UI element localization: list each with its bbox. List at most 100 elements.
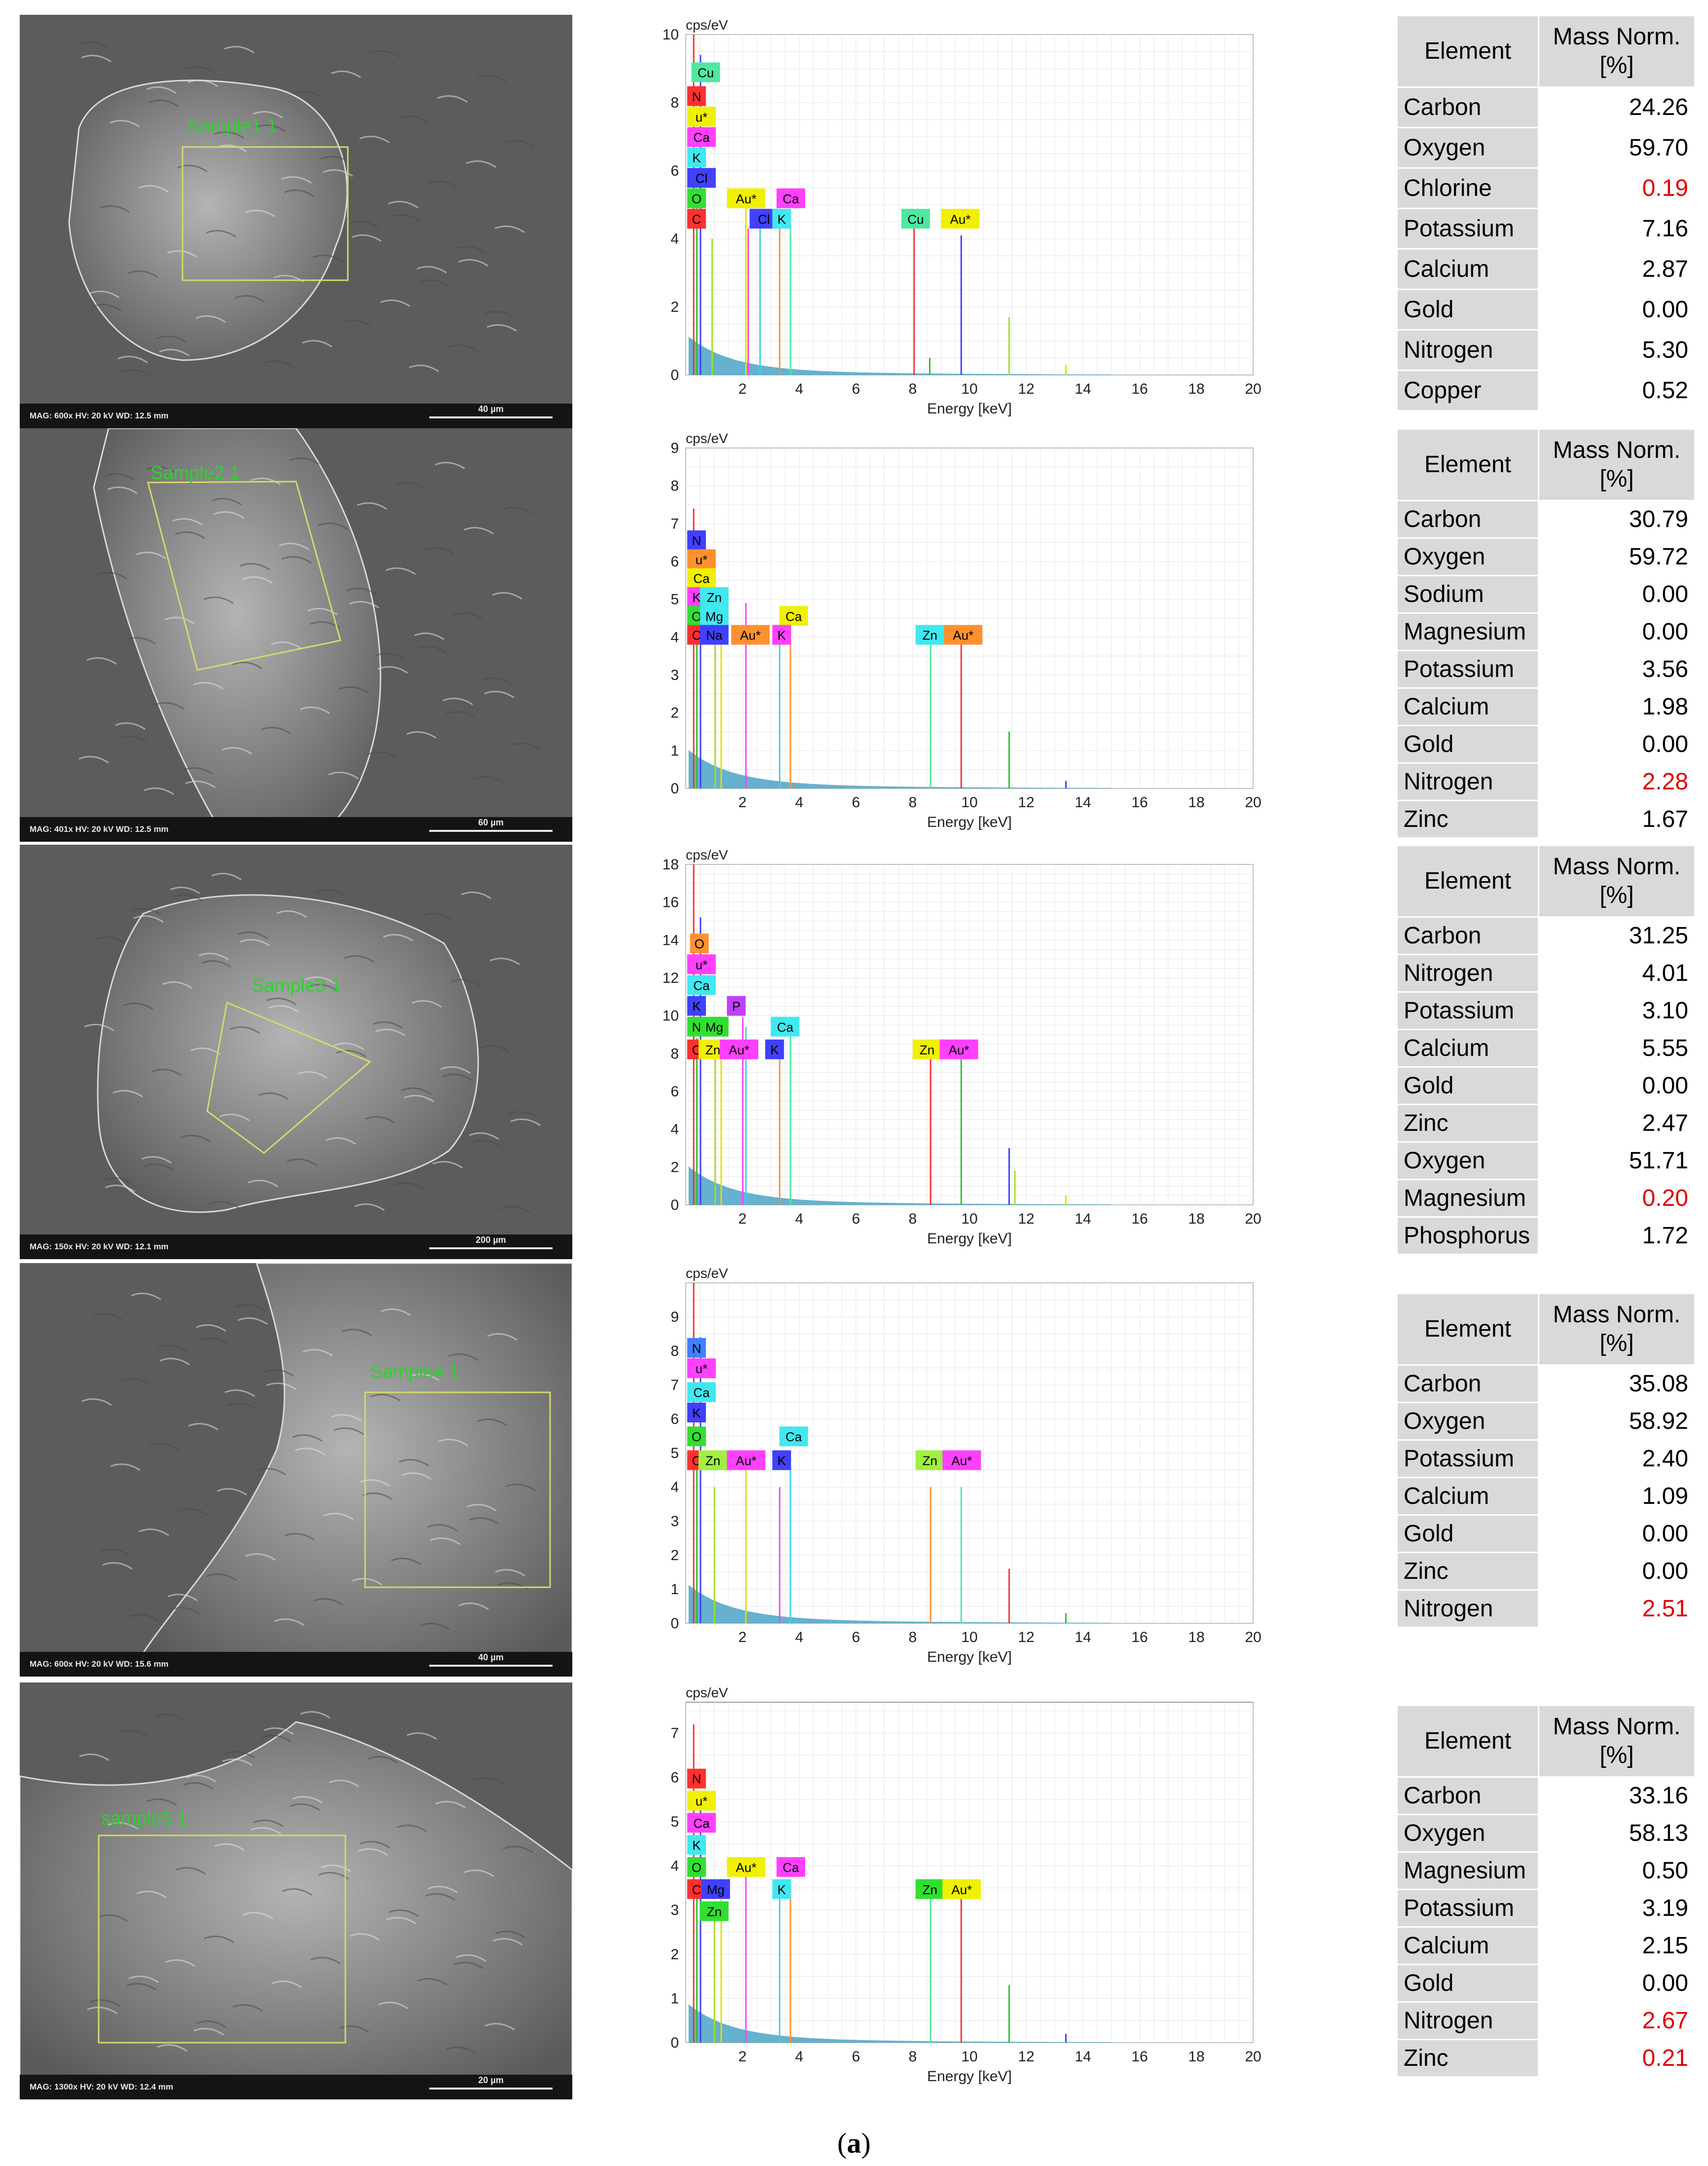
mass-value: 59.70: [1538, 127, 1696, 169]
sem-texture: [20, 428, 572, 842]
sem-micrograph: Sample2 1 MAG: 401x HV: 20 kV WD: 12.5 mm…: [20, 428, 572, 842]
mass-value: 2.47: [1538, 1104, 1696, 1143]
element-label: K: [770, 1043, 779, 1057]
header-mass-line2: [%]: [1599, 882, 1634, 908]
element-label-box: [687, 168, 716, 188]
element-name: Nitrogen: [1396, 954, 1539, 993]
element-label: K: [692, 590, 701, 605]
scale-bar-label: 60 µm: [478, 818, 504, 827]
element-label: K: [692, 150, 701, 165]
element-label: u*: [696, 1794, 708, 1809]
sem-micrograph: sample5 1 MAG: 1300x HV: 20 kV WD: 12.4 m…: [20, 1682, 572, 2099]
y-tick-label: 16: [663, 895, 679, 911]
element-name: Sodium: [1396, 575, 1539, 614]
element-label: K: [692, 1838, 701, 1853]
x-tick-label: 14: [1075, 2049, 1091, 2065]
table-row: Zinc 0.21: [1396, 2039, 1696, 2078]
element-name: Potassium: [1396, 208, 1539, 250]
element-label-box: [942, 1450, 981, 1470]
scale-bar-line: [429, 830, 553, 832]
x-tick-label: 8: [909, 1211, 917, 1227]
element-label-box: [944, 625, 983, 645]
header-mass-line2: [%]: [1599, 1330, 1634, 1356]
table-row: Oxygen 51.71: [1396, 1141, 1696, 1180]
mass-value: 1.72: [1538, 1216, 1696, 1255]
table-row: Calcium 2.87: [1396, 248, 1696, 290]
element-label-box: [901, 209, 930, 229]
element-name: Carbon: [1396, 916, 1539, 955]
eds-spectrum-plot: Ou*CaK PN Mg CaC Zn Au* K Zn Au*2 4 6 8 10 12 14 16 18 20…: [663, 847, 1262, 1247]
element-label-box: [700, 587, 729, 607]
element-mass-table: Element Mass Norm. [%] Carbon 31.25 Nitrogen 4…: [1396, 845, 1696, 1255]
header-mass-line2: [%]: [1599, 52, 1634, 78]
mass-value: 0.00: [1538, 1552, 1696, 1591]
sem-parameters: MAG: 401x HV: 20 kV WD: 12.5 mm: [30, 824, 169, 834]
x-tick-label: 2: [739, 2049, 747, 2065]
mass-value: 0.00: [1538, 575, 1696, 614]
y-axis-label: cps/eV: [686, 431, 728, 446]
x-tick-label: 14: [1075, 1629, 1091, 1645]
element-label-box: [687, 188, 706, 208]
table-row: Zinc 1.67: [1396, 800, 1696, 839]
element-label-box: [779, 606, 808, 626]
mass-value: 2.87: [1538, 248, 1696, 290]
element-label: C: [692, 1882, 701, 1897]
element-label-box: [687, 1338, 706, 1358]
table-row: Gold 0.00: [1396, 1514, 1696, 1553]
y-tick-label: 3: [670, 667, 679, 683]
element-label-box: [687, 1813, 716, 1833]
element-label-box: [777, 1857, 805, 1877]
element-label-box: [915, 1879, 944, 1899]
header-mass-norm: Mass Norm. [%]: [1538, 428, 1696, 501]
x-tick-label: 10: [961, 1211, 977, 1227]
mass-value: 3.56: [1538, 650, 1696, 689]
x-tick-label: 2: [739, 1629, 747, 1645]
element-label: Au*: [740, 628, 761, 643]
element-label: u*: [696, 110, 708, 124]
element-label: K: [692, 1406, 701, 1420]
scale-bar: 40 µm: [429, 1652, 553, 1677]
element-label: K: [778, 212, 786, 226]
y-tick-label: 6: [670, 554, 679, 570]
element-label: Mg: [705, 1020, 723, 1035]
header-mass-line1: Mass Norm.: [1553, 24, 1681, 50]
element-label-box: [772, 1879, 791, 1899]
sem-info-bar: MAG: 1300x HV: 20 kV WD: 12.4 mm 20 µm: [20, 2075, 572, 2099]
x-tick-label: 16: [1131, 1629, 1148, 1645]
y-tick-label: 6: [670, 163, 679, 179]
table-row: Nitrogen 2.51: [1396, 1589, 1696, 1628]
element-label-box: [915, 625, 944, 645]
x-tick-label: 12: [1018, 1629, 1034, 1645]
y-tick-label: 0: [670, 1615, 679, 1632]
element-label: K: [692, 999, 701, 1014]
element-label-box: [687, 954, 716, 974]
spectrum-background: [688, 750, 1112, 788]
mass-value: 24.26: [1538, 86, 1696, 128]
mass-value: 58.92: [1538, 1402, 1696, 1441]
x-tick-label: 18: [1188, 1211, 1204, 1227]
y-tick-label: 6: [670, 1083, 679, 1100]
element-label: Au*: [736, 191, 756, 206]
element-label: Au*: [949, 1043, 969, 1057]
element-label-box: [772, 1450, 791, 1470]
element-label-box: [727, 188, 766, 208]
x-tick-label: 6: [852, 2049, 860, 2065]
element-name: Gold: [1396, 725, 1539, 764]
x-axis-label: Energy [keV]: [927, 401, 1012, 417]
scale-bar-line: [429, 416, 553, 418]
mass-value: 0.20: [1538, 1179, 1696, 1218]
x-axis-label: Energy [keV]: [927, 814, 1012, 830]
element-label: Zn: [707, 1905, 722, 1919]
mass-value: 30.79: [1538, 500, 1696, 539]
x-tick-label: 2: [739, 1211, 747, 1227]
table-row: Gold 0.00: [1396, 289, 1696, 331]
table-row: Carbon 31.25: [1396, 916, 1696, 955]
element-label: Ca: [782, 1860, 799, 1875]
element-name: Carbon: [1396, 500, 1539, 539]
element-label: Mg: [707, 1882, 725, 1897]
y-tick-label: 8: [670, 1343, 679, 1359]
